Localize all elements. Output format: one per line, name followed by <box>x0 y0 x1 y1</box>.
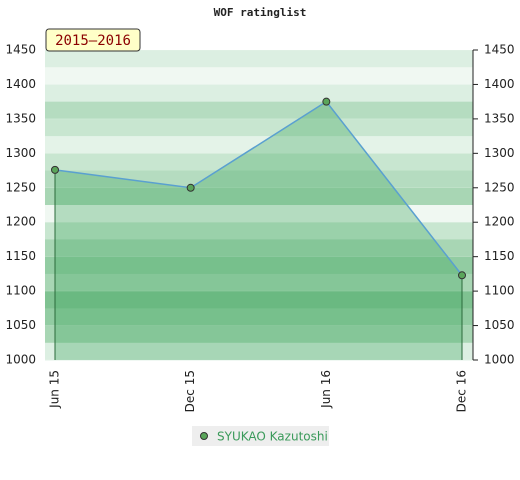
stripe <box>45 273 473 292</box>
stripe <box>45 170 473 189</box>
y-tick-label: 1200 <box>5 215 36 229</box>
badge-box <box>45 28 141 52</box>
line <box>54 100 463 276</box>
stripe <box>45 101 473 120</box>
y2-tick-label: 1300 <box>484 146 515 160</box>
legend-box <box>192 426 329 446</box>
stripe <box>45 84 473 103</box>
y-tick-label: 1250 <box>5 180 36 194</box>
stripe <box>45 308 473 327</box>
badge: 2015–2016 <box>55 33 131 49</box>
y2-tick-label: 1400 <box>484 77 515 91</box>
point <box>458 271 466 280</box>
y2-tick-label: 1200 <box>484 215 515 229</box>
point <box>186 183 195 192</box>
area <box>55 101 462 361</box>
y-tick-label: 1050 <box>5 318 36 332</box>
plot-area <box>45 49 473 361</box>
y-tick-label: 1150 <box>5 249 36 263</box>
stripe <box>45 187 473 206</box>
stripe <box>45 153 473 172</box>
legend-label: SYUKAO Kazutoshi <box>217 430 328 444</box>
x-tick-label: Jun 15 <box>48 370 62 409</box>
y-tick-label: 1450 <box>5 43 36 57</box>
y-tick-label: 1400 <box>5 77 36 91</box>
y2-tick-label: 1100 <box>484 284 515 298</box>
x-tick-label: Dec 16 <box>455 370 469 412</box>
y2-tick-label: 1250 <box>484 180 515 194</box>
y2-tick-label: 1150 <box>484 249 515 263</box>
stripe <box>45 256 473 275</box>
x-tick-label: Dec 15 <box>183 370 197 412</box>
x-tick-label: Jun 16 <box>319 370 333 409</box>
legend-marker <box>200 432 208 440</box>
y2-tick-label: 1050 <box>484 318 515 332</box>
y2-tick-label: 1000 <box>484 353 515 367</box>
point <box>51 165 59 174</box>
stripe <box>45 67 473 85</box>
stripe <box>45 205 473 223</box>
y-tick-label: 1300 <box>5 146 36 160</box>
stripe <box>45 118 473 137</box>
y-tick-label: 1350 <box>5 111 36 125</box>
y2-tick-label: 1450 <box>484 43 515 57</box>
stripe <box>45 50 473 68</box>
stripe <box>45 239 473 258</box>
stripe <box>45 342 473 361</box>
y2-tick-label: 1350 <box>484 111 515 125</box>
y-tick-label: 1000 <box>5 353 36 367</box>
stripe <box>45 222 473 240</box>
chart-title: WOF ratinglist <box>214 6 307 19</box>
point <box>322 97 331 106</box>
stripe <box>45 291 473 309</box>
y-tick-label: 1100 <box>5 284 36 298</box>
stripe <box>45 325 473 344</box>
